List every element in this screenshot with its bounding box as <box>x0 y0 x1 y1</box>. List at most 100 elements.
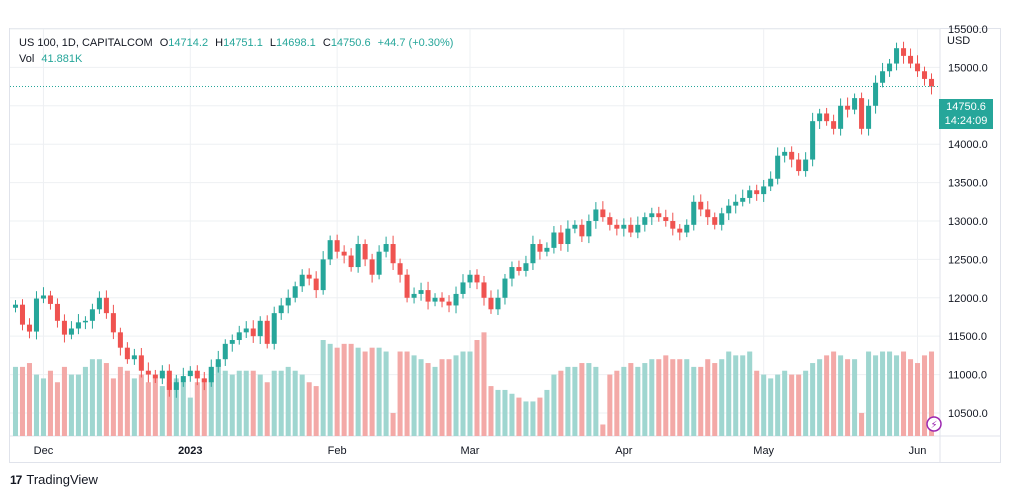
candle-body <box>803 159 809 172</box>
candle-body <box>474 274 480 283</box>
volume-bar <box>761 374 767 436</box>
volume-bar <box>75 374 81 436</box>
candle-body <box>523 263 529 271</box>
candle-body <box>873 82 879 106</box>
candle-body <box>866 105 872 129</box>
volume-bar <box>397 351 403 436</box>
candle-body <box>54 303 60 321</box>
y-tick-label: 10500.0 <box>948 408 988 420</box>
volume-bar <box>467 351 473 436</box>
volume-bar <box>831 351 837 436</box>
candle-body <box>334 240 340 252</box>
volume-bar <box>460 351 466 436</box>
lightning-icon: ⚡ <box>930 420 937 431</box>
volume-bar <box>621 366 627 436</box>
volume-bar <box>852 359 858 436</box>
high-label: H <box>215 37 224 49</box>
candle-body <box>775 155 781 179</box>
candle-body <box>257 320 263 337</box>
currency-label[interactable]: USD <box>947 35 971 47</box>
candle-body <box>411 293 417 298</box>
candle-body <box>243 328 249 333</box>
tradingview-branding[interactable]: 17 TradingView <box>10 472 98 487</box>
last-price-value: 14750.6 <box>946 101 986 113</box>
volume-label[interactable]: Vol <box>19 53 35 65</box>
volume-bar <box>82 366 88 436</box>
volume-bar <box>194 382 200 436</box>
volume-bar <box>873 355 879 436</box>
high-value: 14751.1 <box>223 37 263 49</box>
x-tick-label: Mar <box>461 445 480 457</box>
candle-body <box>96 297 102 310</box>
volume-bar <box>838 355 844 436</box>
candle-body <box>726 205 732 214</box>
volume-bar <box>145 382 151 436</box>
volume-bar <box>173 378 179 436</box>
candle-body <box>236 332 242 341</box>
volume-bar <box>362 351 368 436</box>
candle-body <box>908 55 914 64</box>
candle-body <box>369 259 375 275</box>
volume-bar <box>642 363 648 436</box>
candle-body <box>733 201 739 206</box>
volume-bar <box>810 363 816 436</box>
candle-body <box>460 282 466 294</box>
volume-bar <box>250 370 256 436</box>
volume-bar <box>327 343 333 436</box>
candle-body <box>33 298 39 332</box>
candle-body <box>313 278 319 291</box>
candle-body <box>446 301 452 306</box>
candle-body <box>565 228 571 245</box>
volume-bar <box>453 355 459 436</box>
candle-body <box>593 209 599 221</box>
volume-bar <box>859 412 865 436</box>
x-tick-label: Jun <box>909 445 927 457</box>
volume-bar <box>635 366 641 436</box>
candle-body <box>642 217 648 225</box>
volume-bar <box>502 389 508 436</box>
candle-body <box>75 322 81 329</box>
volume-bar <box>607 374 613 436</box>
volume-bar <box>488 386 494 436</box>
volume-bar <box>747 351 753 436</box>
candle-body <box>488 297 494 310</box>
candle-body <box>768 178 774 187</box>
y-tick-label: 11500.0 <box>948 331 987 343</box>
candle-body <box>600 209 606 218</box>
candle-body <box>82 320 88 323</box>
volume-bar <box>26 363 32 436</box>
volume-bar <box>908 359 914 436</box>
y-tick-label: 15000.0 <box>948 62 988 74</box>
volume-bar <box>425 363 431 436</box>
volume-bar <box>201 378 207 436</box>
candle-body <box>894 48 900 64</box>
open-label: O <box>159 37 169 49</box>
volume-bar <box>40 378 46 436</box>
volume-bar <box>159 386 165 436</box>
candle-body <box>481 282 487 298</box>
candle-body <box>432 297 438 302</box>
candle-body <box>110 313 116 333</box>
volume-row: Vol 41.881K <box>19 51 453 67</box>
candle-body <box>47 295 53 304</box>
volume-bar <box>880 351 886 436</box>
candle-body <box>89 309 95 321</box>
volume-bar <box>376 347 382 436</box>
volume-bar <box>775 374 781 436</box>
volume-bar <box>516 397 522 436</box>
volume-bar <box>411 355 417 436</box>
candle-body <box>327 240 333 260</box>
candle-body <box>68 328 74 335</box>
symbol-label[interactable]: US 100, 1D, CAPITALCOM <box>19 37 153 49</box>
volume-bar <box>222 370 228 436</box>
candle-body <box>348 255 354 268</box>
candle-body <box>362 244 368 260</box>
low-value: 14698.1 <box>276 37 316 49</box>
volume-bar <box>789 374 795 436</box>
candle-body <box>383 244 389 252</box>
candle-body <box>887 63 893 72</box>
volume-bar <box>796 374 802 436</box>
candle-body <box>824 113 830 122</box>
volume-bar <box>600 424 606 436</box>
